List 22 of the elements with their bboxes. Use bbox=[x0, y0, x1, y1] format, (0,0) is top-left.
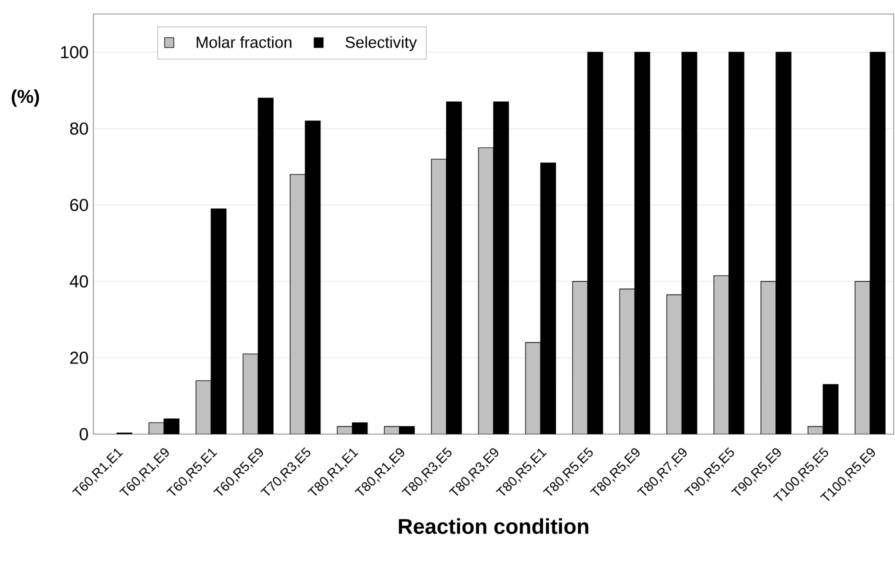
y-tick-label: 0 bbox=[80, 428, 88, 440]
bar bbox=[478, 147, 494, 434]
legend-label: Selectivity bbox=[346, 36, 417, 52]
x-axis-title: Reaction condition bbox=[398, 518, 588, 534]
bar bbox=[242, 354, 258, 434]
y-axis-title: (%) bbox=[12, 89, 39, 107]
bar bbox=[525, 342, 541, 434]
y-tick-label: 20 bbox=[70, 352, 88, 364]
bar bbox=[572, 280, 588, 434]
y-tick-label: 80 bbox=[70, 122, 88, 135]
y-tick-label: 40 bbox=[70, 275, 88, 288]
bar bbox=[196, 380, 212, 434]
bar bbox=[714, 275, 730, 434]
bar bbox=[666, 294, 682, 434]
bar bbox=[854, 280, 870, 434]
bar bbox=[619, 288, 636, 434]
bar bbox=[760, 280, 776, 434]
bar bbox=[290, 174, 306, 434]
bar bbox=[431, 158, 447, 434]
y-tick-label: 60 bbox=[70, 198, 88, 212]
y-tick-label: 100 bbox=[61, 46, 88, 58]
legend-label: Molar fraction bbox=[196, 36, 292, 48]
